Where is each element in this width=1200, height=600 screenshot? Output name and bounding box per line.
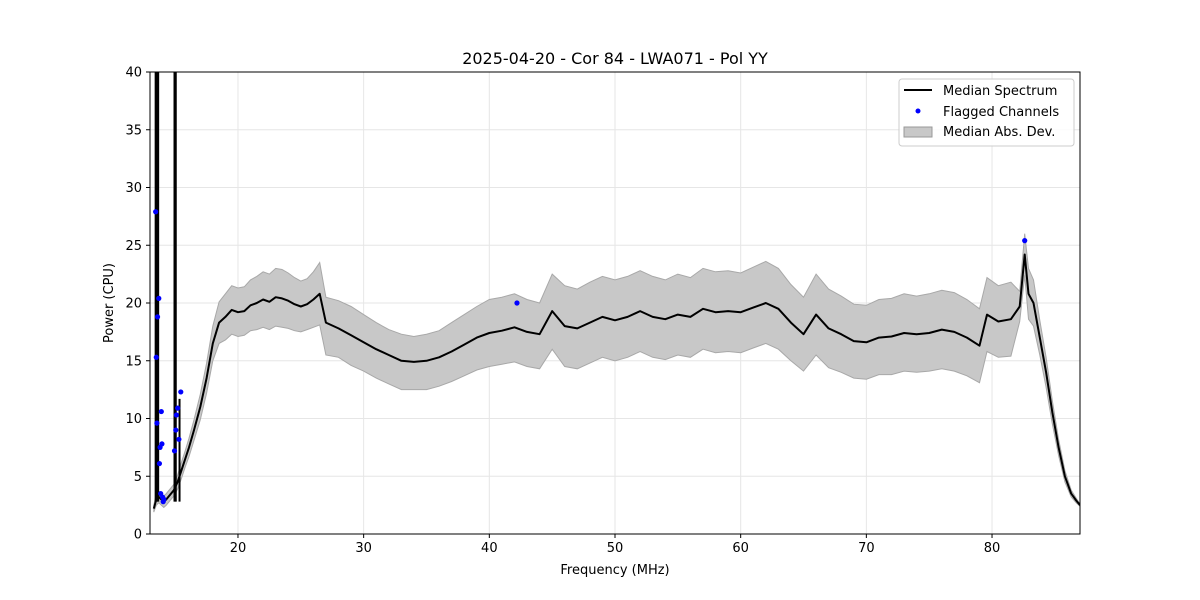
x-axis-ticks: 20 30 40 50 60 70 80 bbox=[230, 534, 1001, 556]
flagged-channel-point bbox=[176, 436, 182, 442]
x-axis-label: Frequency (MHz) bbox=[560, 563, 669, 578]
y-tick-label: 0 bbox=[134, 528, 142, 543]
flagged-channel-point bbox=[175, 405, 181, 411]
flagged-channel-point bbox=[173, 412, 179, 418]
x-tick-label: 50 bbox=[607, 541, 624, 556]
flagged-channel-point bbox=[178, 389, 184, 395]
legend-band-swatch bbox=[903, 126, 933, 138]
legend-point-swatch bbox=[915, 108, 921, 114]
legend: Median Spectrum Flagged Channels Median … bbox=[898, 78, 1075, 147]
mad-band bbox=[153, 233, 1080, 513]
y-tick-label: 25 bbox=[125, 239, 142, 254]
flagged-channel-point bbox=[153, 354, 159, 360]
flagged-channel-point bbox=[514, 300, 520, 306]
x-tick-label: 20 bbox=[230, 541, 247, 556]
y-tick-label: 5 bbox=[134, 470, 142, 485]
flagged-channel-point bbox=[153, 209, 159, 215]
y-tick-label: 20 bbox=[125, 297, 142, 312]
y-tick-label: 10 bbox=[125, 412, 142, 427]
legend-box bbox=[898, 78, 1075, 147]
y-tick-label: 35 bbox=[125, 123, 142, 138]
y-tick-label: 40 bbox=[125, 66, 142, 81]
flagged-channel-point bbox=[161, 496, 167, 502]
y-axis-ticks: 0 5 10 15 20 25 30 35 40 bbox=[125, 66, 150, 543]
legend-label-median-spectrum: Median Spectrum bbox=[943, 84, 1057, 99]
legend-label-mad: Median Abs. Dev. bbox=[943, 125, 1055, 140]
y-axis-label: Power (CPU) bbox=[102, 263, 117, 343]
x-tick-label: 40 bbox=[481, 541, 498, 556]
flagged-channel-point bbox=[1022, 238, 1028, 244]
x-tick-label: 30 bbox=[355, 541, 372, 556]
flagged-channel-point bbox=[171, 448, 178, 454]
flagged-channel-point bbox=[173, 427, 179, 433]
x-tick-label: 70 bbox=[858, 541, 875, 556]
flagged-channel-point bbox=[154, 314, 161, 320]
flagged-channel-point bbox=[154, 420, 160, 426]
flagged-channel-point bbox=[156, 460, 163, 467]
median-spectrum-line bbox=[152, 253, 1080, 509]
chart-title: 2025-04-20 - Cor 84 - LWA071 - Pol YY bbox=[462, 49, 768, 68]
y-tick-label: 30 bbox=[125, 181, 142, 196]
x-tick-label: 60 bbox=[732, 541, 749, 556]
y-tick-label: 15 bbox=[125, 354, 142, 369]
flagged-channel-point bbox=[158, 408, 164, 415]
flagged-channel-point bbox=[156, 295, 162, 301]
legend-label-flagged-channels: Flagged Channels bbox=[943, 105, 1059, 120]
mad-band-layer bbox=[153, 233, 1080, 513]
x-tick-label: 80 bbox=[984, 541, 1001, 556]
flagged-channels-layer bbox=[153, 209, 1028, 505]
flagged-channel-point bbox=[159, 441, 165, 447]
